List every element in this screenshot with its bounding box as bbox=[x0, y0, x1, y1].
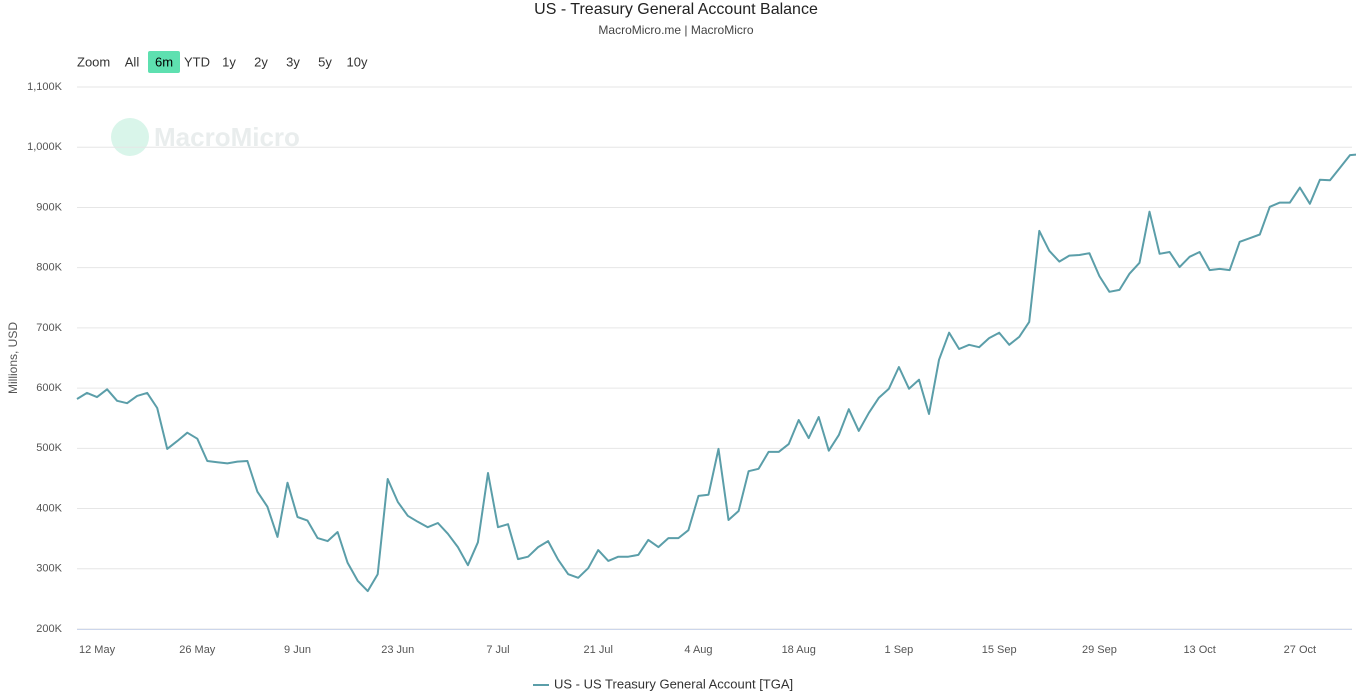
range-button[interactable]: 2y bbox=[254, 54, 268, 69]
y-tick-label: 1,000K bbox=[27, 141, 63, 153]
data-line bbox=[76, 153, 1356, 593]
y-tick-label: 500K bbox=[36, 442, 62, 454]
x-tick-label: 29 Sep bbox=[1082, 644, 1117, 656]
range-button-label[interactable]: 3y bbox=[286, 54, 300, 69]
range-button[interactable]: All bbox=[125, 54, 140, 69]
range-button-label[interactable]: 6m bbox=[155, 54, 173, 69]
y-tick-label: 400K bbox=[36, 502, 62, 514]
x-tick-label: 18 Aug bbox=[782, 644, 816, 656]
range-button-label[interactable]: 5y bbox=[318, 54, 332, 69]
zoom-label: Zoom bbox=[77, 54, 110, 69]
range-button-bg bbox=[148, 51, 180, 73]
y-tick-label: 700K bbox=[36, 322, 62, 334]
chart-subtitle: MacroMicro.me | MacroMicro bbox=[598, 23, 753, 37]
y-tick-label: 900K bbox=[36, 201, 62, 213]
range-button[interactable]: 10y bbox=[347, 54, 368, 69]
y-axis-label: Millions, USD bbox=[6, 322, 20, 394]
x-tick-label: 15 Sep bbox=[982, 644, 1017, 656]
range-button[interactable]: 6m bbox=[148, 51, 180, 73]
range-button[interactable]: 5y bbox=[318, 54, 332, 69]
range-button[interactable]: YTD bbox=[184, 54, 210, 69]
y-tick-label: 600K bbox=[36, 382, 62, 394]
range-button-label[interactable]: All bbox=[125, 54, 140, 69]
x-tick-label: 23 Jun bbox=[381, 644, 414, 656]
chart-title: US - Treasury General Account Balance bbox=[534, 1, 818, 18]
x-tick-label: 1 Sep bbox=[885, 644, 914, 656]
x-tick-label: 9 Jun bbox=[284, 644, 311, 656]
legend-label: US - US Treasury General Account [TGA] bbox=[554, 676, 793, 691]
x-tick-label: 7 Jul bbox=[486, 644, 509, 656]
y-tick-label: 300K bbox=[36, 563, 62, 575]
range-button-label[interactable]: 1y bbox=[222, 54, 236, 69]
x-tick-label: 27 Oct bbox=[1284, 644, 1316, 656]
x-tick-label: 4 Aug bbox=[684, 644, 712, 656]
x-tick-label: 26 May bbox=[179, 644, 216, 656]
x-tick-label: 21 Jul bbox=[584, 644, 613, 656]
x-tick-label: 12 May bbox=[79, 644, 116, 656]
range-button[interactable]: 1y bbox=[222, 54, 236, 69]
watermark-logo bbox=[111, 118, 149, 156]
y-tick-label: 800K bbox=[36, 262, 62, 274]
x-tick-label: 13 Oct bbox=[1183, 644, 1215, 656]
range-button[interactable]: 3y bbox=[286, 54, 300, 69]
y-tick-label: 200K bbox=[36, 623, 62, 635]
range-button-label[interactable]: 10y bbox=[347, 54, 368, 69]
range-button-label[interactable]: 2y bbox=[254, 54, 268, 69]
range-button-label[interactable]: YTD bbox=[184, 54, 210, 69]
y-tick-label: 1,100K bbox=[27, 81, 63, 93]
